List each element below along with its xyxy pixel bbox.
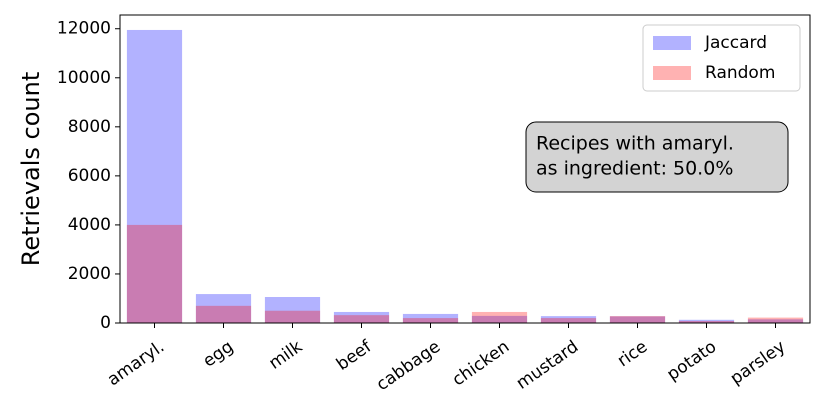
y-tick-label: 8000 bbox=[68, 117, 111, 137]
bar bbox=[678, 319, 735, 323]
bar bbox=[609, 316, 666, 323]
legend-label: Random bbox=[705, 63, 775, 83]
y-tick-label: 10000 bbox=[57, 68, 111, 88]
legend-box bbox=[642, 24, 801, 92]
bar bbox=[747, 319, 804, 323]
x-tick-label: potato bbox=[663, 337, 720, 385]
bar bbox=[609, 316, 666, 323]
bar bbox=[333, 311, 390, 323]
bar bbox=[678, 321, 735, 323]
bar bbox=[126, 29, 183, 324]
x-tick-label: amaryl. bbox=[104, 337, 168, 390]
bar bbox=[195, 294, 252, 323]
bar bbox=[402, 318, 459, 323]
y-tick-label: 0 bbox=[100, 313, 111, 333]
annotation-box bbox=[525, 121, 789, 193]
plot-frame bbox=[119, 14, 811, 324]
bar bbox=[264, 297, 321, 323]
legend-swatch bbox=[653, 36, 691, 50]
bar bbox=[126, 224, 183, 323]
bar bbox=[471, 311, 528, 323]
x-tick-label: mustard bbox=[513, 337, 582, 394]
bar bbox=[540, 318, 597, 323]
y-tick-label: 6000 bbox=[68, 166, 111, 186]
x-tick-label: chicken bbox=[449, 337, 513, 390]
bar bbox=[471, 315, 528, 323]
x-tick-label: milk bbox=[265, 337, 306, 374]
bar bbox=[540, 316, 597, 323]
x-tick-label: beef bbox=[333, 336, 376, 375]
y-tick-label: 4000 bbox=[68, 215, 111, 235]
legend-label: Jaccard bbox=[704, 33, 767, 53]
bar bbox=[333, 315, 390, 323]
bar bbox=[747, 317, 804, 323]
bar bbox=[402, 313, 459, 323]
bar bbox=[195, 305, 252, 323]
y-tick-label: 12000 bbox=[57, 19, 111, 39]
x-tick-label: egg bbox=[200, 337, 238, 372]
x-tick-label: cabbage bbox=[373, 337, 444, 395]
x-tick-label: rice bbox=[614, 337, 651, 371]
x-tick-label: parsley bbox=[727, 337, 790, 389]
bar bbox=[264, 310, 321, 323]
y-tick-label: 2000 bbox=[68, 264, 111, 284]
annotation-text: Recipes with amaryl. bbox=[536, 133, 734, 155]
legend-swatch bbox=[653, 66, 691, 80]
y-axis-label: Retrievals count bbox=[17, 72, 45, 267]
annotation-text: as ingredient: 50.0% bbox=[536, 158, 733, 180]
